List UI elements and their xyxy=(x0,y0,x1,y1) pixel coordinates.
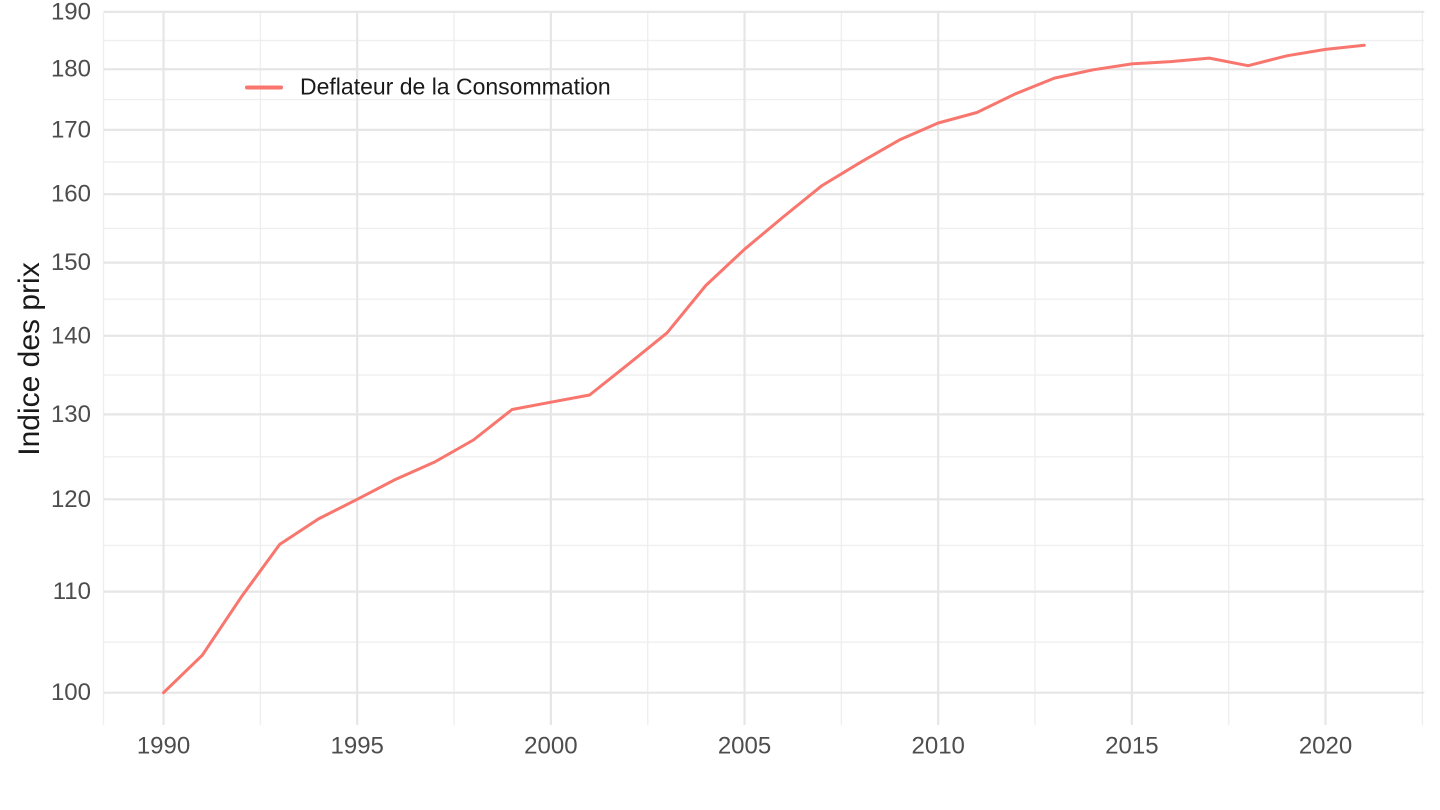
x-tick-label: 2000 xyxy=(524,733,577,760)
x-tick-label: 2010 xyxy=(912,733,965,760)
x-tick-label: 1995 xyxy=(331,733,384,760)
y-tick-label: 180 xyxy=(51,56,91,83)
data-line xyxy=(162,43,1366,695)
y-tick-label: 100 xyxy=(51,679,91,706)
x-tick-label: 2015 xyxy=(1105,733,1158,760)
y-tick-label: 160 xyxy=(51,181,91,208)
x-tick-label: 2020 xyxy=(1299,733,1352,760)
y-axis-title: Indice des prix xyxy=(13,262,46,456)
x-tick-label: 2005 xyxy=(718,733,771,760)
legend-line-sample xyxy=(245,85,283,89)
y-tick-label: 120 xyxy=(51,486,91,513)
y-tick-label: 190 xyxy=(51,0,91,25)
legend-label: Deflateur de la Consommation xyxy=(300,73,611,100)
y-tick-label: 140 xyxy=(51,322,91,349)
y-tick-label: 150 xyxy=(51,249,91,276)
y-tick-label: 110 xyxy=(53,578,91,605)
y-tick-label: 170 xyxy=(51,116,91,143)
legend: Deflateur de la Consommation xyxy=(245,74,611,101)
x-tick-label: 1990 xyxy=(137,733,190,760)
y-tick-label: 130 xyxy=(51,401,91,428)
